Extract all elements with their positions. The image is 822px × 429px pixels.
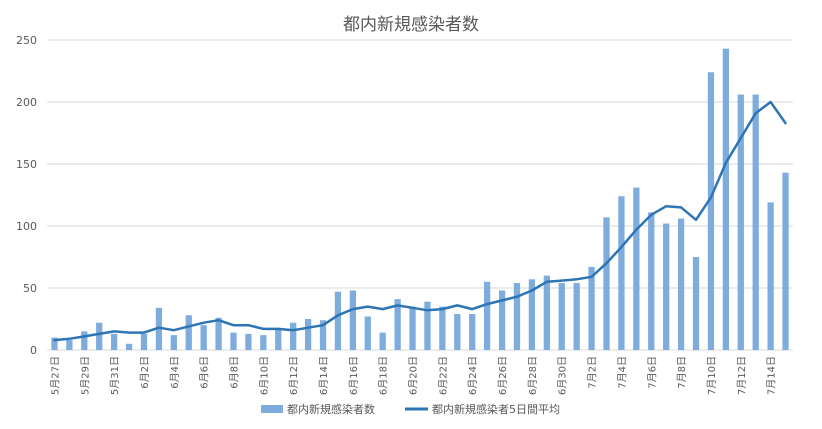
bar bbox=[96, 322, 103, 350]
bar bbox=[484, 281, 491, 350]
bar bbox=[379, 332, 386, 350]
legend: 都内新規感染者数 都内新規感染者5日間平均 bbox=[261, 402, 560, 416]
bar bbox=[543, 275, 550, 350]
bar bbox=[677, 218, 685, 350]
x-tick-label: 6月28日 bbox=[527, 356, 539, 395]
bar bbox=[558, 283, 565, 350]
bar bbox=[81, 331, 88, 350]
x-tick-label: 6月20日 bbox=[408, 356, 420, 395]
x-tick-label: 7月12日 bbox=[736, 356, 748, 395]
bar bbox=[125, 343, 133, 350]
x-tick-label: 7月2日 bbox=[587, 356, 599, 389]
y-tick-label: 150 bbox=[16, 158, 37, 171]
bar bbox=[498, 290, 506, 350]
bar bbox=[782, 172, 789, 350]
x-tick-label: 5月29日 bbox=[79, 356, 91, 395]
bar bbox=[767, 202, 774, 350]
x-tick-label: 6月8日 bbox=[229, 356, 241, 389]
bar bbox=[439, 306, 446, 350]
x-tick-label: 6月10日 bbox=[258, 356, 270, 395]
bar bbox=[290, 322, 297, 350]
x-tick-label: 5月31日 bbox=[109, 356, 121, 395]
x-tick-label: 6月18日 bbox=[378, 356, 390, 395]
bar bbox=[648, 212, 655, 350]
x-tick-label: 6月12日 bbox=[288, 356, 300, 395]
bar bbox=[588, 266, 595, 350]
x-tick-label: 7月14日 bbox=[766, 356, 778, 395]
bar bbox=[454, 314, 461, 350]
bar bbox=[111, 333, 118, 350]
legend-label-line: 都内新規感染者5日間平均 bbox=[432, 402, 560, 416]
bar bbox=[707, 72, 715, 351]
line-series bbox=[53, 100, 787, 342]
bar bbox=[528, 279, 536, 350]
bar-series bbox=[51, 48, 789, 351]
bar bbox=[618, 196, 625, 350]
bar bbox=[66, 340, 73, 350]
y-tick-label: 100 bbox=[16, 220, 37, 233]
x-tick-label: 7月10日 bbox=[706, 356, 718, 395]
x-tick-label: 6月22日 bbox=[437, 356, 449, 395]
bar bbox=[319, 320, 327, 350]
legend-swatch-bar bbox=[261, 405, 283, 413]
chart-title: 都内新規感染者数 bbox=[343, 15, 479, 35]
x-tick-label: 7月8日 bbox=[676, 356, 688, 389]
bar bbox=[513, 283, 521, 350]
y-tick-label: 250 bbox=[16, 34, 37, 47]
x-tick-label: 6月16日 bbox=[348, 356, 360, 395]
series-line bbox=[53, 100, 787, 342]
bar bbox=[140, 333, 148, 350]
x-tick-label: 7月4日 bbox=[616, 356, 628, 389]
x-tick-label: 7月6日 bbox=[646, 356, 658, 389]
bar bbox=[334, 291, 342, 350]
bar bbox=[200, 325, 207, 350]
x-tick-label: 5月27日 bbox=[49, 356, 61, 395]
bar bbox=[633, 187, 640, 350]
x-tick-label: 6月6日 bbox=[199, 356, 211, 389]
x-tick-label: 6月24日 bbox=[467, 356, 479, 395]
bar bbox=[170, 335, 177, 350]
x-tick-label: 6月2日 bbox=[139, 356, 151, 389]
bar bbox=[394, 299, 401, 350]
bar bbox=[752, 94, 759, 350]
bar bbox=[185, 315, 192, 350]
bar bbox=[469, 314, 476, 350]
y-tick-label: 50 bbox=[23, 282, 37, 295]
legend-label-bar: 都内新規感染者数 bbox=[287, 402, 375, 416]
bar bbox=[260, 335, 267, 350]
x-tick-label: 6月4日 bbox=[169, 356, 181, 389]
bar bbox=[722, 48, 729, 351]
y-tick-label: 200 bbox=[16, 96, 37, 109]
bar bbox=[349, 290, 356, 350]
bar bbox=[737, 94, 744, 350]
bar bbox=[364, 316, 371, 350]
bar bbox=[663, 223, 670, 350]
bar bbox=[603, 217, 610, 350]
x-tick-label: 6月30日 bbox=[557, 356, 569, 395]
x-tick-label: 6月14日 bbox=[318, 356, 330, 395]
y-tick-label: 0 bbox=[30, 344, 37, 357]
bar bbox=[275, 328, 282, 350]
bar bbox=[230, 332, 237, 350]
bar bbox=[304, 319, 312, 350]
y-axis-ticks: 0 50 100 150 200 250 bbox=[16, 34, 37, 357]
bar bbox=[51, 337, 58, 350]
bar bbox=[692, 257, 700, 350]
bar bbox=[573, 283, 580, 350]
bar bbox=[424, 301, 431, 350]
x-axis-ticks: 5月27日 5月29日 5月31日 6月2日 6月4日 6月6日 6月8日 6月10日 6月12… bbox=[49, 356, 777, 395]
bar bbox=[215, 317, 222, 350]
bar bbox=[409, 306, 416, 350]
bar bbox=[245, 333, 252, 350]
x-tick-label: 6月26日 bbox=[497, 356, 509, 395]
